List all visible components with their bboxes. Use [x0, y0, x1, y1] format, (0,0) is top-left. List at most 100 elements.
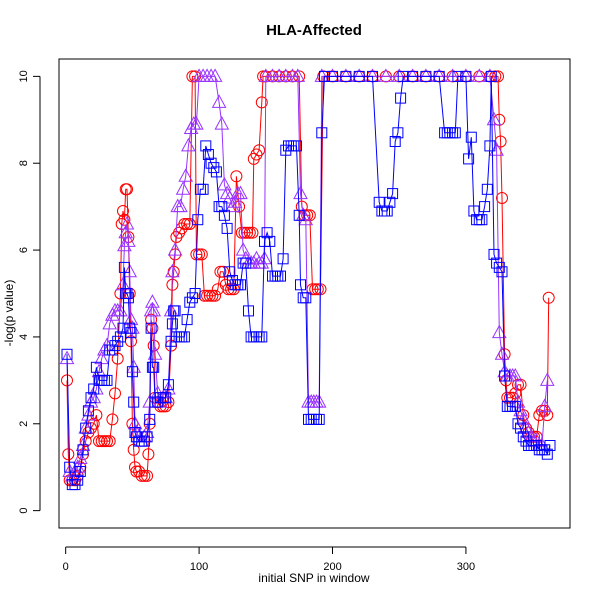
data-point-squares	[327, 70, 338, 82]
data-point-squares	[476, 214, 488, 226]
data-point-circles	[183, 218, 196, 230]
data-point-squares	[493, 261, 505, 273]
data-point-squares	[512, 418, 524, 430]
data-point-circles	[178, 218, 191, 230]
data-point-squares	[72, 474, 84, 486]
data-point-squares	[509, 400, 521, 412]
data-point-squares	[169, 305, 181, 317]
data-point-squares	[82, 405, 94, 417]
data-point-circles	[253, 144, 266, 157]
data-point-circles	[135, 469, 148, 482]
data-point-squares	[452, 70, 464, 82]
data-point-triangles	[115, 276, 131, 291]
data-point-squares	[384, 196, 396, 208]
data-point-squares	[77, 444, 89, 456]
data-point-squares	[61, 348, 73, 360]
x-tick-label: 100	[190, 561, 208, 573]
data-point-triangles	[214, 116, 230, 130]
data-point-squares	[121, 288, 133, 299]
data-point-triangles	[293, 185, 308, 200]
data-point-squares	[387, 188, 399, 200]
data-point-circles	[118, 213, 131, 226]
data-point-squares	[256, 331, 268, 343]
x-tick-label: 0	[63, 561, 69, 573]
data-point-triangles	[235, 242, 251, 256]
data-point-squares	[122, 292, 134, 304]
plot-frame	[58, 58, 571, 529]
data-point-squares	[367, 70, 378, 82]
data-point-circles	[203, 289, 216, 302]
data-point-squares	[293, 209, 305, 221]
data-point-squares	[264, 235, 276, 247]
data-point-circles	[103, 435, 116, 448]
data-point-squares	[124, 322, 136, 334]
data-point-squares	[499, 370, 511, 382]
data-point-triangles	[378, 68, 394, 82]
data-point-squares	[202, 149, 214, 160]
series-squares	[61, 70, 556, 491]
series-line-triangles	[66, 75, 548, 477]
data-point-squares	[200, 140, 212, 152]
data-point-squares	[208, 162, 220, 174]
data-point-triangles	[290, 68, 306, 82]
data-point-squares	[340, 70, 352, 82]
data-point-squares	[484, 140, 496, 152]
data-point-squares	[544, 440, 556, 451]
data-point-triangles	[217, 176, 232, 191]
data-point-circles	[225, 283, 238, 296]
data-point-circles	[121, 183, 133, 196]
data-point-triangles	[211, 94, 227, 108]
data-point-squares	[186, 292, 198, 304]
data-point-squares	[74, 466, 86, 477]
data-point-squares	[210, 166, 222, 178]
data-point-squares	[112, 335, 124, 347]
data-point-circles	[138, 469, 151, 482]
data-point-squares	[126, 366, 138, 378]
data-point-squares	[319, 70, 330, 82]
data-point-circles	[230, 170, 243, 183]
data-point-squares	[189, 288, 201, 299]
data-point-circles	[142, 448, 155, 461]
data-point-circles	[542, 291, 555, 304]
data-point-squares	[479, 201, 491, 213]
y-tick-label: 4	[18, 334, 30, 340]
data-point-squares	[485, 70, 497, 82]
data-point-triangles	[491, 324, 507, 339]
data-point-squares	[449, 127, 461, 139]
data-point-squares	[235, 279, 246, 291]
data-point-circles	[201, 289, 214, 302]
data-point-squares	[218, 209, 230, 221]
data-point-squares	[69, 479, 81, 491]
data-point-squares	[381, 205, 393, 217]
y-tick-label: 10	[18, 70, 30, 82]
data-point-squares	[460, 70, 472, 82]
data-point-squares	[90, 361, 102, 373]
data-point-triangles	[227, 194, 243, 208]
data-point-squares	[240, 257, 252, 269]
data-point-squares	[141, 431, 153, 443]
data-point-squares	[291, 140, 302, 152]
data-point-squares	[433, 70, 445, 82]
data-point-squares	[465, 131, 477, 143]
data-point-squares	[488, 248, 500, 260]
data-point-triangles	[175, 181, 191, 195]
data-point-triangles	[489, 142, 504, 156]
y-axis-label: -log(p value)	[2, 280, 16, 347]
data-point-triangles	[117, 237, 132, 252]
data-point-triangles	[119, 215, 135, 230]
data-point-squares	[125, 327, 137, 339]
data-point-squares	[243, 305, 254, 317]
data-point-squares	[114, 331, 126, 343]
data-point-squares	[407, 70, 419, 82]
data-point-circles	[117, 205, 129, 217]
data-point-circles	[193, 248, 206, 261]
data-point-squares	[64, 461, 76, 473]
data-point-triangles	[507, 367, 523, 382]
data-point-squares	[275, 270, 286, 282]
data-point-squares	[295, 279, 306, 291]
y-tick-label: 8	[18, 160, 30, 166]
data-point-circles	[496, 192, 508, 204]
data-point-circles	[98, 435, 111, 448]
data-point-squares	[118, 261, 130, 273]
